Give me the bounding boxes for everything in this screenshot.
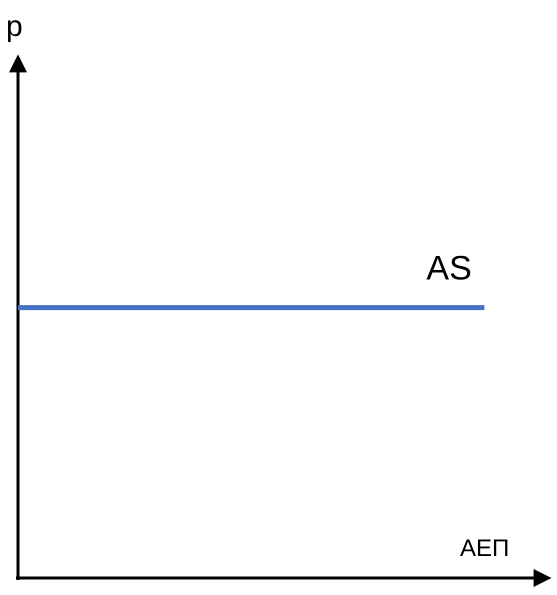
x-axis-label: ΑΕΠ [460, 535, 509, 562]
series-layer: AS [18, 250, 485, 311]
series-label-as: AS [426, 250, 471, 288]
y-axis-label: p [6, 10, 23, 43]
